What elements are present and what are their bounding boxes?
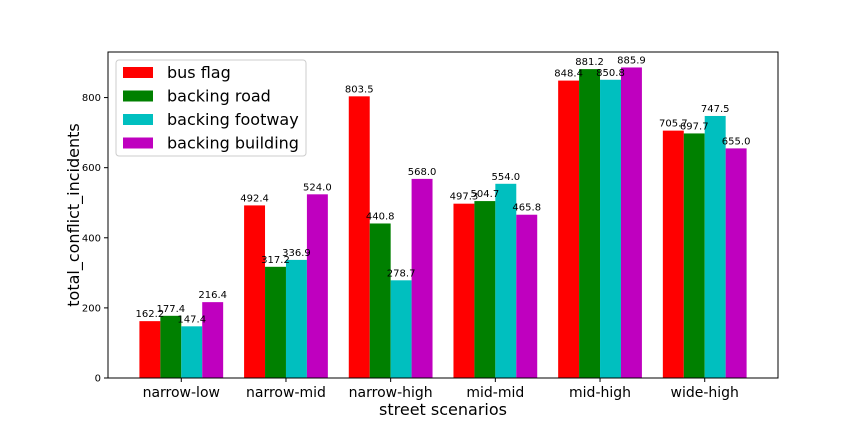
legend: bus flag backing road backing footway backi… xyxy=(115,59,307,157)
x-tick-label: narrow-high xyxy=(349,385,433,401)
data-label: 524.0 xyxy=(303,182,332,193)
y-tick-label: 800 xyxy=(82,93,101,104)
y-tick-label: 400 xyxy=(82,233,101,244)
y-axis-title: total_conflict_incidents xyxy=(64,123,84,306)
bar xyxy=(620,67,642,379)
legend-swatch xyxy=(123,137,153,149)
x-tick-label: mid-high xyxy=(569,385,631,401)
x-axis-title: street scenarios xyxy=(379,400,507,419)
data-label: 147.4 xyxy=(177,314,206,325)
data-labels-layer: 162.2 492.4 803.5 497.3 848.4 705.7 177.4 317.2… xyxy=(136,55,751,325)
legend-label: backing road xyxy=(167,87,271,106)
x-axis: narrow-low narrow-mid narrow-high mid-mid mi… xyxy=(143,378,739,401)
data-label: 850.8 xyxy=(596,68,625,79)
data-label: 465.8 xyxy=(512,203,541,214)
data-label: 317.2 xyxy=(261,255,290,266)
legend-swatch xyxy=(123,67,153,78)
data-label: 697.7 xyxy=(680,121,709,132)
data-label: 162.2 xyxy=(136,309,165,320)
y-tick-label: 200 xyxy=(82,303,101,314)
bar xyxy=(579,69,601,379)
data-label: 705.7 xyxy=(659,119,688,130)
bar xyxy=(244,205,266,378)
data-label: 177.4 xyxy=(156,304,185,315)
y-tick-label: 0 xyxy=(95,374,101,385)
bar xyxy=(348,96,370,378)
data-label: 497.3 xyxy=(450,192,479,203)
bar xyxy=(474,201,496,378)
data-label: 440.8 xyxy=(366,211,395,222)
plot-frame xyxy=(107,51,779,379)
x-tick-label: mid-mid xyxy=(466,385,524,401)
data-label: 568.0 xyxy=(408,167,437,178)
x-tick-label: narrow-low xyxy=(143,385,220,401)
bar xyxy=(285,259,307,378)
bar xyxy=(683,133,705,378)
bar xyxy=(265,266,286,378)
bar xyxy=(160,315,182,378)
bar xyxy=(662,130,684,378)
legend-swatch xyxy=(123,90,153,102)
data-label: 881.2 xyxy=(575,57,604,68)
bar xyxy=(390,280,412,378)
legend-swatch xyxy=(123,114,153,125)
bar xyxy=(704,115,726,378)
data-label: 747.5 xyxy=(701,104,730,115)
data-label: 885.9 xyxy=(617,55,646,66)
x-tick-label: wide-high xyxy=(671,385,739,401)
bar xyxy=(725,148,747,378)
data-label: 216.4 xyxy=(198,290,227,301)
data-label: 492.4 xyxy=(240,193,269,204)
y-tick-label: 600 xyxy=(82,163,101,174)
data-label: 336.9 xyxy=(282,248,311,259)
bar xyxy=(516,214,538,378)
data-label: 655.0 xyxy=(722,136,751,147)
bar xyxy=(453,203,475,378)
bar xyxy=(181,326,203,378)
bar xyxy=(411,178,433,378)
bar xyxy=(369,223,391,378)
legend-box xyxy=(115,59,307,157)
data-label: 504.7 xyxy=(471,189,500,200)
bar xyxy=(495,183,517,378)
x-tick-label: narrow-mid xyxy=(246,385,326,401)
legend-label: backing building xyxy=(167,134,299,153)
legend-label: backing footway xyxy=(167,110,299,129)
data-label: 848.4 xyxy=(554,69,583,80)
bar xyxy=(139,321,161,378)
bar xyxy=(202,302,224,378)
data-label: 278.7 xyxy=(387,268,416,279)
legend-label: bus flag xyxy=(167,63,231,82)
bars-layer xyxy=(139,67,747,379)
bar xyxy=(558,80,580,378)
data-label: 803.5 xyxy=(345,84,374,95)
bar xyxy=(600,79,621,378)
bar xyxy=(306,194,328,378)
data-label: 554.0 xyxy=(491,172,520,183)
y-axis: 0 200 400 600 800 xyxy=(82,93,108,385)
